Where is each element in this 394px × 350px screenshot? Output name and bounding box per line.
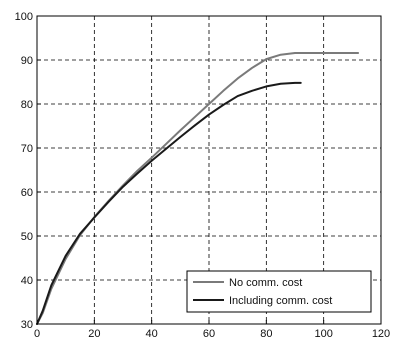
x-tick-label: 100: [314, 328, 332, 340]
x-tick-label: 20: [88, 328, 100, 340]
series-line-including-comm-cost: [36, 81, 302, 325]
legend-label-including-comm-cost: Including comm. cost: [229, 295, 332, 307]
x-tick-label: 0: [34, 328, 40, 340]
x-tick-label: 80: [260, 328, 272, 340]
x-tick-label: 120: [372, 328, 390, 340]
legend-box: [186, 270, 372, 313]
y-tick-label: 90: [21, 55, 33, 67]
y-tick-label: 60: [21, 187, 33, 199]
y-tick-label: 30: [21, 319, 33, 331]
legend-label-no-comm-cost: No comm. cost: [229, 277, 302, 289]
plot-area: [36, 51, 360, 325]
tick-labels: 0 20 40 60 80 100 120 30 40 50 60 70 80 90 100: [15, 11, 391, 340]
x-tick-label: 40: [146, 328, 158, 340]
legend: No comm. cost Including comm. cost: [186, 270, 372, 313]
y-tick-label: 50: [21, 231, 33, 243]
y-tick-label: 100: [15, 11, 33, 23]
y-tick-label: 40: [21, 275, 33, 287]
y-tick-label: 80: [21, 99, 33, 111]
x-tick-label: 60: [203, 328, 215, 340]
y-tick-label: 70: [21, 143, 33, 155]
